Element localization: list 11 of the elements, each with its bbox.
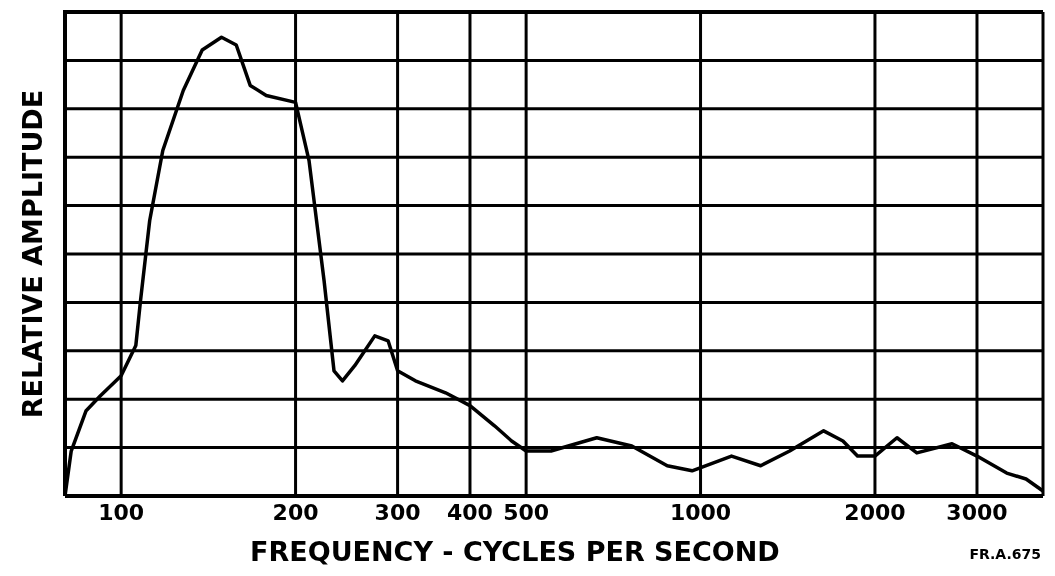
x-tick-label: 200: [272, 499, 319, 525]
x-axis-title: FREQUENCY - CYCLES PER SECOND: [250, 536, 780, 567]
x-tick-label: 300: [374, 499, 421, 525]
x-tick-label: 100: [98, 499, 145, 525]
x-tick-label: 400: [447, 499, 493, 525]
x-tick-label: 2000: [844, 499, 906, 525]
x-tick-label: 1000: [669, 499, 732, 525]
y-axis-title: RELATIVE AMPLITUDE: [16, 89, 48, 419]
x-tick-label: 500: [503, 499, 550, 525]
x-tick-label: 3000: [946, 499, 1008, 525]
text: FR.A.675: [969, 546, 1041, 562]
